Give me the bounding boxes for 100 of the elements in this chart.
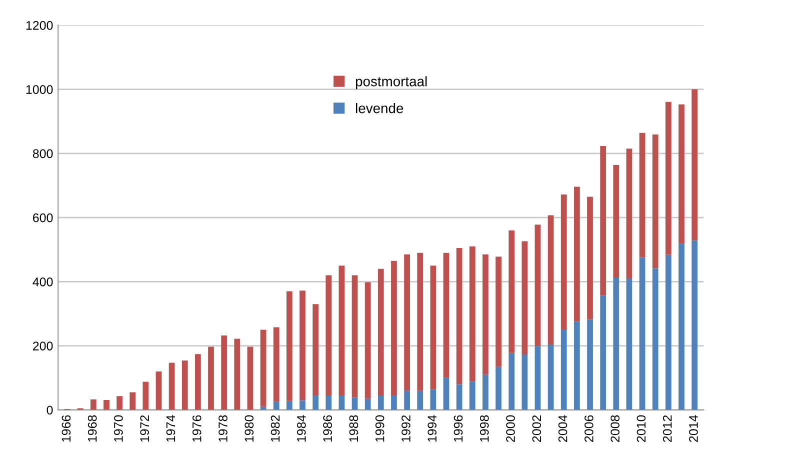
bar [364,282,371,399]
bar [312,395,318,410]
bar [378,395,384,410]
x-tick-label: 1972 [140,415,150,442]
bar [312,304,318,396]
bar [469,381,476,410]
bar [130,392,136,410]
y-tick-label: 800 [32,149,53,158]
bar [692,89,698,240]
bar [352,275,358,398]
x-tick-label: 2004 [558,415,568,442]
bar [496,256,502,367]
x-tick-label: 2010 [636,415,646,442]
x-tick-label: 1988 [349,415,358,442]
bar [430,266,436,390]
x-tick-label: 2008 [610,415,620,442]
bar [142,382,149,410]
bar [508,352,515,410]
bar [430,389,436,410]
bar [678,104,684,244]
bar [548,344,554,410]
bar [273,402,280,410]
bar [626,148,632,278]
bar [665,102,672,255]
bar [613,278,620,410]
bar [247,346,254,410]
bar [300,290,306,400]
bar [300,400,306,410]
x-tick-label: 1980 [244,415,254,442]
bar [678,244,684,410]
bar [90,399,96,410]
bar [469,246,476,382]
y-tick-label: 200 [33,342,53,350]
bar [522,354,528,410]
bar [378,268,384,396]
x-tick-label: 1986 [323,415,332,442]
x-tick-label: 1966 [62,415,71,442]
bar [600,295,606,410]
bar [560,194,567,330]
bar [639,257,646,410]
x-tick-label: 1996 [454,415,463,442]
bar [391,260,397,396]
bar [508,230,515,353]
bar [456,248,462,384]
bar [417,390,424,410]
bar [456,384,462,410]
bar [534,346,541,410]
x-tick-label: 1992 [402,415,410,442]
x-tick-label: 1984 [296,415,306,442]
bar [352,397,358,410]
x-tick-label: 1976 [192,415,202,442]
bar [156,371,162,410]
x-tick-label: 1982 [270,415,280,442]
bar [652,268,658,410]
y-tick-label: 1000 [26,85,53,94]
bar [417,252,424,391]
x-tick-label: 1970 [114,415,123,442]
legend-label: levende [356,103,404,114]
bar [168,362,175,410]
bar [600,146,606,296]
bar [496,366,502,410]
bar [522,241,528,354]
bar [391,395,397,410]
bar [574,321,580,410]
bar [692,240,698,410]
x-tick-label: 1994 [428,415,437,442]
x-tick-label: 1968 [88,415,97,442]
x-tick-label: 2002 [532,415,542,442]
y-tick-label: 400 [32,277,53,286]
bar [364,398,371,410]
bar [404,254,410,391]
x-tick-label: 1974 [166,415,176,442]
bar [326,275,332,396]
bar [116,396,122,410]
bar [560,329,567,410]
bar [338,395,345,410]
bar [534,224,541,346]
bar [326,395,332,410]
bar [234,338,240,410]
bar [404,390,410,410]
bar [338,266,345,396]
y-tick-label: 1200 [26,20,53,30]
bar [195,354,201,410]
x-tick-label: 2014 [689,415,698,442]
bar [548,215,554,345]
bar [665,254,672,410]
x-tick-label: 2000 [506,415,515,442]
bar [221,336,228,410]
y-tick-label: 600 [33,213,53,222]
x-tick-label: 2006 [584,415,594,442]
bar [443,252,450,378]
bar [482,254,488,375]
bar [260,330,266,407]
bar [587,319,593,410]
bar [286,291,292,401]
bar [482,374,488,410]
x-tick-label: 1998 [480,415,489,442]
bar [587,196,593,320]
bar [104,400,110,410]
x-tick-label: 1978 [218,415,228,442]
